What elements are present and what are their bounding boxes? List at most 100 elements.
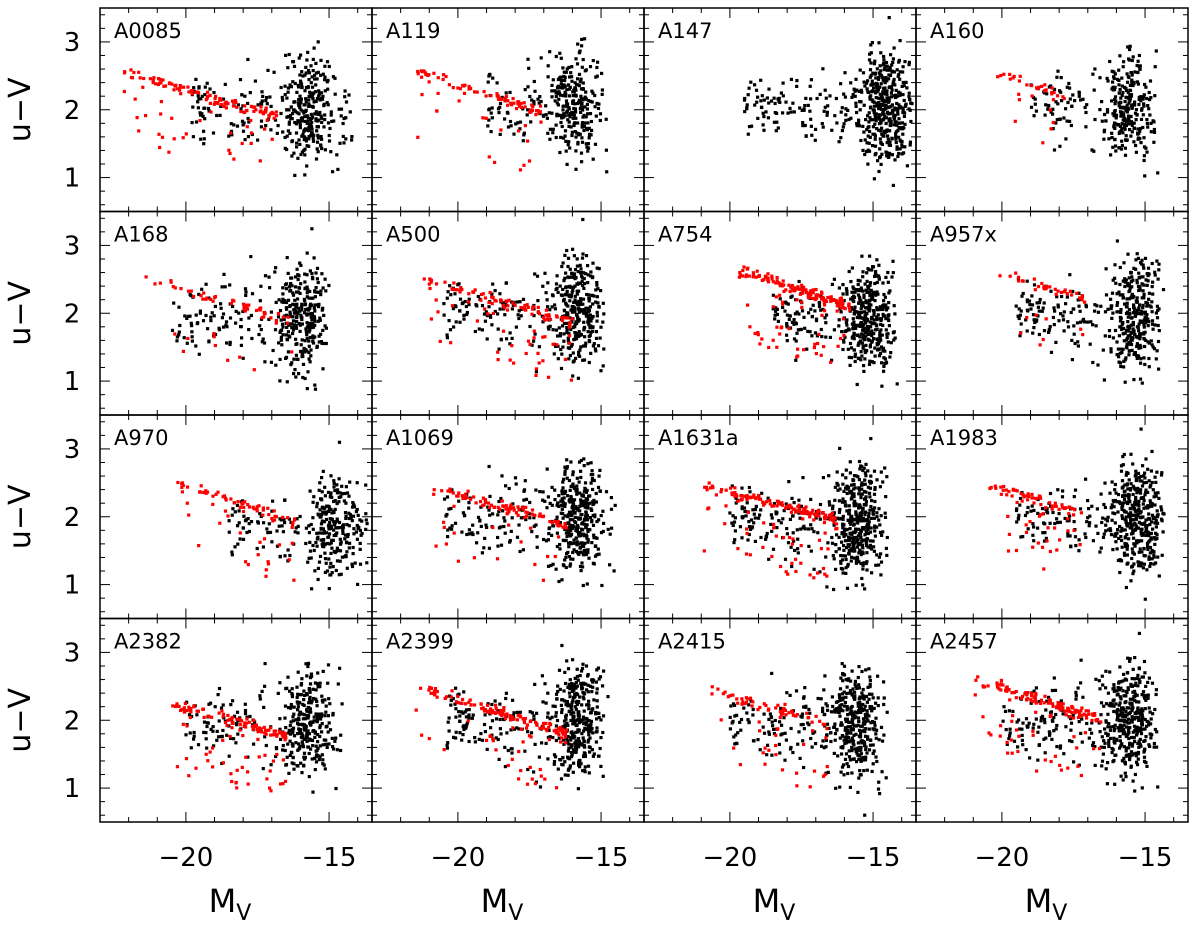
field-point xyxy=(482,312,487,316)
field-point xyxy=(885,110,889,114)
field-point xyxy=(296,156,300,160)
field-point xyxy=(296,273,300,277)
member-point xyxy=(435,109,439,113)
field-point xyxy=(183,314,187,318)
field-point xyxy=(1124,123,1128,128)
field-point xyxy=(567,545,571,549)
field-point xyxy=(854,288,858,292)
field-point xyxy=(319,538,323,542)
field-point xyxy=(609,496,613,500)
field-point xyxy=(1084,125,1088,129)
field-point xyxy=(336,526,341,530)
field-point xyxy=(295,342,299,346)
field-point xyxy=(880,152,884,156)
member-point xyxy=(245,109,249,113)
field-point xyxy=(302,111,306,115)
field-point xyxy=(869,73,873,77)
field-point xyxy=(877,308,881,312)
field-point xyxy=(341,531,345,535)
field-point xyxy=(884,121,888,126)
field-point xyxy=(358,547,362,551)
member-point xyxy=(271,519,275,523)
field-point xyxy=(790,294,794,298)
member-point xyxy=(782,283,786,287)
field-point xyxy=(272,70,276,74)
field-point xyxy=(260,90,264,94)
field-point xyxy=(1135,281,1139,285)
field-point xyxy=(569,295,573,299)
field-point xyxy=(360,531,364,536)
field-point xyxy=(319,135,323,139)
field-point xyxy=(330,571,334,575)
field-point xyxy=(863,310,867,314)
field-point xyxy=(516,121,520,125)
member-point xyxy=(765,276,769,280)
field-point xyxy=(246,135,250,139)
member-point xyxy=(180,490,184,494)
field-point xyxy=(863,313,867,318)
field-point xyxy=(549,563,553,568)
field-point xyxy=(1092,149,1096,153)
field-point xyxy=(1141,289,1145,293)
member-point xyxy=(159,100,163,104)
field-point xyxy=(590,89,594,93)
field-point xyxy=(874,151,878,156)
member-point xyxy=(205,96,209,100)
field-point xyxy=(851,298,855,302)
field-point xyxy=(217,326,221,330)
field-point xyxy=(1106,307,1110,311)
field-point xyxy=(323,506,327,510)
field-point xyxy=(292,64,297,68)
member-point xyxy=(234,100,238,104)
member-point xyxy=(423,71,428,75)
field-point xyxy=(286,271,290,275)
field-point xyxy=(303,272,307,276)
field-point xyxy=(586,540,590,544)
field-point xyxy=(259,328,263,332)
field-point xyxy=(761,111,765,115)
field-point xyxy=(265,102,269,106)
field-point xyxy=(1134,267,1138,271)
field-point xyxy=(571,101,575,105)
field-point xyxy=(873,274,877,278)
member-point xyxy=(847,306,851,310)
member-point xyxy=(506,99,510,103)
field-point xyxy=(886,68,890,72)
field-point xyxy=(868,254,872,258)
field-point xyxy=(345,566,349,570)
field-point xyxy=(341,121,345,126)
member-point xyxy=(545,317,549,321)
field-point xyxy=(590,128,594,132)
field-point xyxy=(1146,317,1150,321)
field-point xyxy=(881,307,885,312)
member-point xyxy=(218,521,222,525)
field-point xyxy=(351,501,355,505)
field-point xyxy=(1153,94,1157,98)
member-point xyxy=(800,305,804,309)
field-point xyxy=(287,517,291,521)
field-point xyxy=(562,70,566,74)
field-point xyxy=(1144,316,1148,321)
member-point xyxy=(198,490,202,494)
field-point xyxy=(866,125,870,130)
field-point xyxy=(191,135,195,139)
field-point xyxy=(200,94,204,98)
field-point xyxy=(904,103,908,107)
field-point xyxy=(264,99,268,103)
field-point xyxy=(587,317,591,321)
member-point xyxy=(213,97,217,101)
member-point xyxy=(151,81,155,85)
field-point xyxy=(298,105,302,109)
field-point xyxy=(880,384,884,388)
member-point xyxy=(194,90,198,94)
member-point xyxy=(157,132,161,136)
field-point xyxy=(894,140,898,145)
field-point xyxy=(313,383,317,387)
field-point xyxy=(322,341,326,346)
field-point xyxy=(877,128,881,132)
field-point xyxy=(281,297,285,301)
field-point xyxy=(807,311,811,315)
field-point xyxy=(311,339,315,343)
field-point xyxy=(574,110,578,114)
field-point xyxy=(330,495,334,499)
